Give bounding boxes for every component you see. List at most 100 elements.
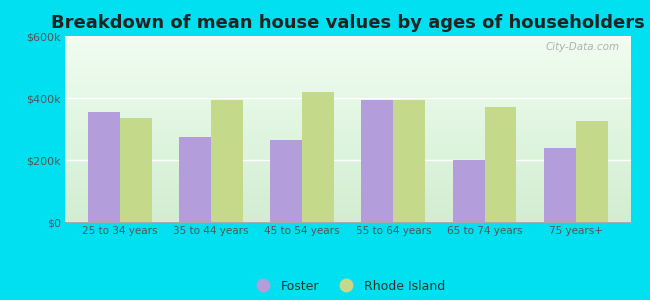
Bar bbox=[65, 200, 630, 201]
Bar bbox=[65, 195, 630, 196]
Bar bbox=[65, 90, 630, 91]
Bar bbox=[65, 107, 630, 108]
Bar bbox=[65, 215, 630, 216]
Bar bbox=[65, 45, 630, 46]
Bar bbox=[65, 155, 630, 156]
Bar bbox=[65, 62, 630, 63]
Bar bbox=[65, 212, 630, 213]
Bar bbox=[484, 107, 517, 222]
Bar bbox=[65, 55, 630, 56]
Bar bbox=[65, 95, 630, 96]
Bar bbox=[65, 182, 630, 183]
Bar bbox=[65, 56, 630, 57]
Bar bbox=[65, 147, 630, 148]
Bar bbox=[65, 115, 630, 116]
Bar bbox=[302, 92, 334, 222]
Bar bbox=[65, 134, 630, 135]
Bar bbox=[65, 49, 630, 50]
Bar bbox=[65, 172, 630, 173]
Bar bbox=[65, 145, 630, 146]
Bar bbox=[65, 192, 630, 193]
Bar bbox=[65, 203, 630, 204]
Bar bbox=[65, 176, 630, 177]
Bar bbox=[65, 59, 630, 60]
Bar bbox=[65, 185, 630, 186]
Title: Breakdown of mean house values by ages of householders: Breakdown of mean house values by ages o… bbox=[51, 14, 645, 32]
Bar bbox=[65, 188, 630, 190]
Bar bbox=[65, 214, 630, 215]
Bar bbox=[65, 60, 630, 61]
Bar bbox=[65, 149, 630, 150]
Bar bbox=[65, 160, 630, 161]
Bar bbox=[65, 197, 630, 198]
Bar bbox=[211, 100, 243, 222]
Bar bbox=[65, 47, 630, 48]
Bar bbox=[65, 82, 630, 83]
Bar bbox=[65, 54, 630, 55]
Bar bbox=[65, 110, 630, 111]
Bar bbox=[65, 112, 630, 113]
Bar bbox=[65, 167, 630, 168]
Bar bbox=[65, 157, 630, 158]
Bar bbox=[65, 91, 630, 92]
Bar bbox=[65, 71, 630, 72]
Bar bbox=[65, 146, 630, 147]
Bar bbox=[65, 186, 630, 187]
Bar bbox=[65, 65, 630, 66]
Bar bbox=[65, 122, 630, 123]
Bar bbox=[65, 85, 630, 86]
Bar bbox=[65, 130, 630, 131]
Bar bbox=[65, 209, 630, 210]
Bar bbox=[65, 137, 630, 138]
Bar bbox=[65, 208, 630, 209]
Bar bbox=[120, 118, 151, 222]
Bar bbox=[65, 118, 630, 119]
Bar bbox=[65, 52, 630, 53]
Bar bbox=[65, 103, 630, 104]
Bar bbox=[65, 92, 630, 93]
Bar bbox=[65, 77, 630, 78]
Bar bbox=[65, 216, 630, 217]
Bar bbox=[65, 97, 630, 98]
Bar bbox=[65, 106, 630, 107]
Bar bbox=[65, 63, 630, 64]
Bar bbox=[65, 119, 630, 120]
Bar bbox=[65, 128, 630, 129]
Bar bbox=[65, 144, 630, 145]
Bar bbox=[65, 109, 630, 110]
Bar bbox=[65, 154, 630, 155]
Bar bbox=[65, 158, 630, 159]
Bar bbox=[65, 78, 630, 79]
Bar bbox=[65, 169, 630, 170]
Bar bbox=[65, 102, 630, 103]
Bar bbox=[179, 137, 211, 222]
Bar bbox=[65, 161, 630, 163]
Bar bbox=[65, 139, 630, 140]
Bar bbox=[65, 116, 630, 117]
Bar bbox=[65, 46, 630, 47]
Bar bbox=[65, 84, 630, 85]
Bar bbox=[65, 175, 630, 176]
Bar bbox=[65, 160, 630, 161]
Bar bbox=[65, 141, 630, 142]
Bar bbox=[65, 174, 630, 175]
Bar bbox=[65, 153, 630, 154]
Bar bbox=[65, 88, 630, 89]
Bar bbox=[65, 123, 630, 124]
Bar bbox=[65, 68, 630, 69]
Bar bbox=[65, 61, 630, 62]
Bar bbox=[65, 156, 630, 157]
Bar bbox=[65, 67, 630, 68]
Bar bbox=[65, 127, 630, 128]
Bar bbox=[65, 179, 630, 180]
Bar bbox=[65, 152, 630, 153]
Bar bbox=[65, 121, 630, 122]
Bar bbox=[65, 44, 630, 45]
Bar bbox=[65, 210, 630, 211]
Bar bbox=[65, 113, 630, 114]
Bar bbox=[65, 69, 630, 70]
Bar bbox=[65, 196, 630, 197]
Bar bbox=[65, 100, 630, 101]
Bar bbox=[65, 108, 630, 109]
Bar bbox=[65, 76, 630, 77]
